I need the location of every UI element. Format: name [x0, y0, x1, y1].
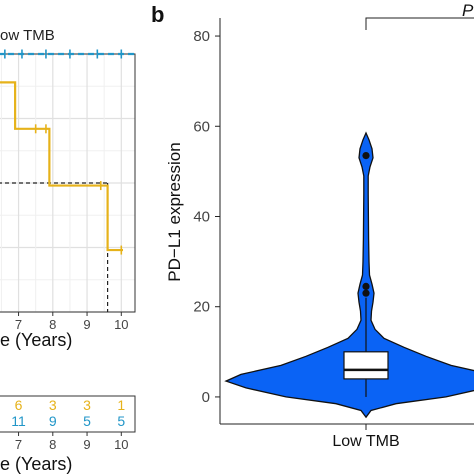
risk-table-frame	[0, 395, 136, 433]
km-x-axis: 7 8 9 10	[15, 312, 129, 332]
risk-table-cell: 1	[117, 397, 125, 413]
violin-outlier-point	[362, 282, 370, 291]
km-x-tick-label: 7	[15, 317, 22, 332]
risk-table-cell: 3	[83, 397, 91, 413]
panel-a-subtitle: ow TMB	[0, 27, 55, 44]
violin-outlier-point	[362, 289, 370, 297]
violin-outlier-point	[362, 151, 370, 160]
risk-table-cell: 5	[83, 413, 91, 429]
km-series-0-line	[0, 81, 124, 252]
violin-y-tick-label: 20	[193, 299, 210, 316]
km-x-tick-label: 8	[49, 317, 56, 332]
risk-table-values: 6 3 3 111 9 5 5	[11, 397, 125, 429]
km-plot-frame	[0, 53, 136, 313]
risk-table-x-axis: 7 8 9 10	[15, 432, 129, 452]
risk-table-x-axis-label: e (Years)	[0, 454, 72, 474]
violin-y-tick-label: 80	[193, 28, 210, 45]
violin-boxplot	[343, 297, 389, 397]
risk-table-cell: 9	[49, 413, 57, 429]
km-x-tick-label: 9	[83, 317, 90, 332]
violin-y-tick-label: 0	[202, 389, 210, 406]
violin-outliers	[362, 151, 370, 297]
significance-bracket	[365, 17, 474, 30]
significance-label: P	[462, 1, 474, 20]
risk-table-x-tick-label: 9	[83, 437, 90, 452]
risk-table-cell: 5	[117, 413, 125, 429]
km-x-tick-label: 10	[114, 317, 128, 332]
risk-table-x-tick-label: 7	[15, 437, 22, 452]
panel-a: ow TMB 7 8 9 10 e (Years) 6 3 3 111 9 5 5 7 8 9 10 e…	[0, 27, 136, 474]
panel-label-b: b	[151, 2, 164, 27]
box-body	[343, 351, 389, 380]
risk-table-cell: 3	[49, 397, 57, 413]
panel-b: b PD−L1 expression 0 20 40 60 80 Low TMB P	[151, 1, 474, 450]
km-x-axis-label: e (Years)	[0, 330, 72, 350]
violin-y-tick-label: 40	[193, 208, 210, 225]
risk-table-cell: 6	[15, 397, 23, 413]
risk-table-cell: 11	[11, 413, 26, 429]
violin-y-axis: 0 20 40 60 80	[193, 28, 220, 406]
risk-table-x-tick-label: 8	[49, 437, 56, 452]
violin-y-tick-label: 60	[193, 118, 210, 135]
km-curves	[0, 49, 135, 255]
violin-x-tick-label: Low TMB	[332, 433, 399, 450]
violin-y-axis-label: PD−L1 expression	[165, 142, 184, 281]
risk-table-x-tick-label: 10	[114, 437, 128, 452]
